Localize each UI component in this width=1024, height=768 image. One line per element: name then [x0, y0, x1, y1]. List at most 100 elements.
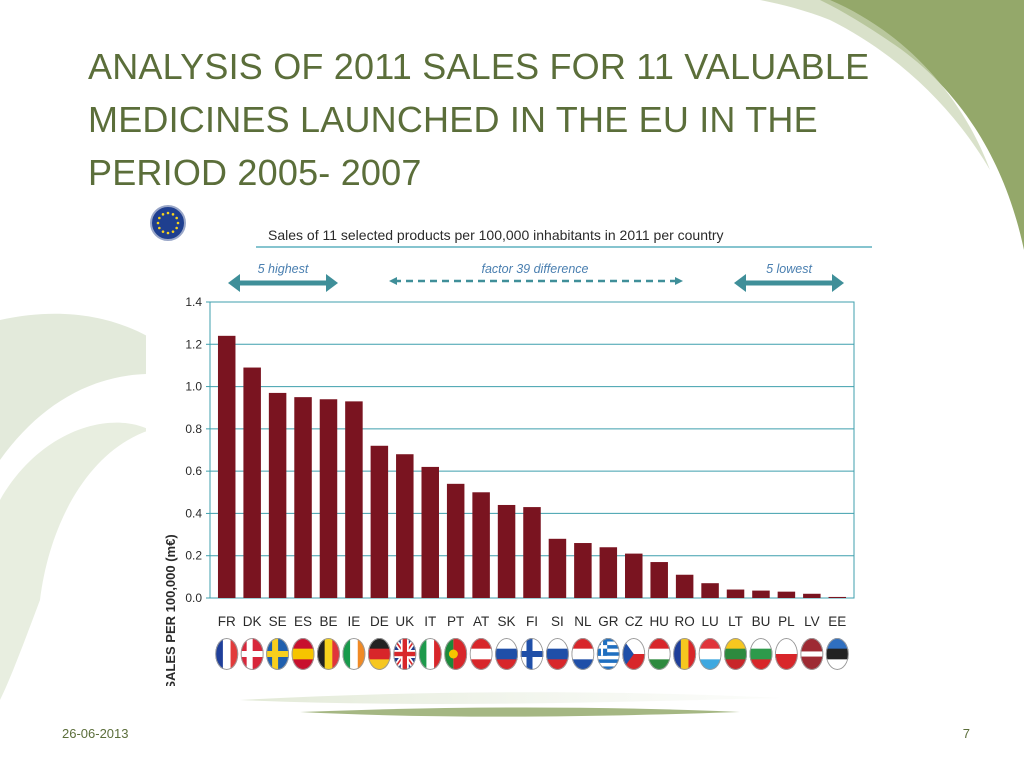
x-tick-label: CZ — [625, 614, 643, 629]
x-tick-label: SK — [498, 614, 516, 629]
bar-gr — [599, 547, 618, 598]
x-tick-label: FR — [218, 614, 236, 629]
bar-chart: Sales of 11 selected products per 100,00… — [150, 205, 872, 686]
y-axis-label: SALES PER 100,000 (m€) — [163, 534, 178, 686]
bar-de — [370, 445, 389, 598]
bar-lu — [701, 583, 719, 598]
bar-ro — [675, 574, 694, 598]
chart-figure: Sales of 11 selected products per 100,00… — [146, 196, 876, 686]
y-tick-label: 0.2 — [185, 549, 202, 563]
bar-ie — [345, 401, 363, 598]
top-right-green-swoosh — [820, 0, 1024, 250]
flag-fi-icon — [520, 638, 544, 670]
bar-at — [472, 492, 490, 598]
bar-lt — [726, 589, 745, 598]
x-tick-label: ES — [294, 614, 312, 629]
x-tick-label: NL — [574, 614, 592, 629]
bar-be — [319, 399, 338, 598]
eu-logo — [150, 205, 186, 241]
annotation-middle-label: factor 39 difference — [481, 262, 588, 276]
bar-dk — [243, 367, 261, 598]
x-tick-label: DE — [370, 614, 389, 629]
bar-bu — [752, 590, 770, 598]
flag-ie-icon — [342, 638, 366, 670]
flag-lv-icon — [800, 638, 824, 670]
bar-es — [294, 397, 312, 598]
bar-it — [421, 466, 439, 598]
x-tick-label: SI — [551, 614, 564, 629]
flag-lt-icon — [724, 638, 748, 670]
flag-hu-icon — [647, 638, 671, 670]
flag-si-icon — [545, 638, 569, 670]
flag-nl-icon — [571, 638, 595, 670]
bar-pl — [777, 591, 796, 598]
figure-caption: Sales of 11 selected products per 100,00… — [268, 227, 724, 243]
annotation-5-lowest: 5 lowest — [734, 262, 844, 292]
bar-lv — [803, 593, 821, 598]
footer-date: 26-06-2013 — [62, 726, 129, 741]
eu-star — [175, 226, 178, 230]
x-tick-label: FI — [526, 614, 538, 629]
x-tick-label: PL — [778, 614, 795, 629]
chart-bars — [217, 335, 847, 598]
x-tick-label: BE — [319, 614, 337, 629]
flag-cz-icon — [622, 638, 646, 670]
slide-title-line-3: PERIOD 2005- 2007 — [88, 152, 422, 193]
bar-uk — [396, 454, 414, 598]
x-tick-label: SE — [269, 614, 287, 629]
eu-star — [171, 230, 175, 233]
x-tick-label: DK — [243, 614, 262, 629]
x-tick-label: PT — [447, 614, 464, 629]
x-tick-label: HU — [649, 614, 669, 629]
y-tick-label: 1.4 — [185, 295, 202, 309]
bar-fi — [523, 507, 541, 598]
eu-star — [175, 216, 178, 220]
y-tick-label: 1.0 — [185, 380, 202, 394]
y-tick-label: 1.2 — [185, 337, 202, 351]
top-right-light-swoosh — [760, 0, 990, 170]
flag-ro-icon — [673, 638, 697, 670]
bar-sk — [497, 504, 516, 598]
x-tick-label: LU — [701, 614, 718, 629]
flag-ee-icon — [825, 638, 849, 670]
x-tick-label: LT — [728, 614, 743, 629]
flag-lu-icon — [698, 638, 722, 670]
eu-star — [166, 231, 170, 235]
annotation-5-highest: 5 highest — [228, 262, 338, 292]
bar-nl — [574, 543, 592, 598]
bar-si — [548, 538, 567, 598]
annotation-right-label: 5 lowest — [766, 262, 812, 276]
eu-star — [161, 230, 165, 233]
flag-sk-icon — [495, 638, 519, 670]
flag-pl-icon — [774, 638, 798, 670]
bottom-green-swoosh — [300, 707, 740, 717]
bar-hu — [650, 562, 668, 598]
flag-fr-icon — [215, 638, 239, 670]
flag-bu-icon — [749, 638, 773, 670]
x-tick-label: RO — [675, 614, 695, 629]
flag-it-icon — [418, 638, 442, 670]
x-tick-label: GR — [598, 614, 619, 629]
bottom-light-swoosh — [240, 692, 780, 704]
bar-fr — [217, 335, 236, 598]
x-tick-label: BU — [752, 614, 771, 629]
annotation-left-label: 5 highest — [258, 262, 309, 276]
x-tick-label: IE — [348, 614, 361, 629]
flag-at-icon — [469, 638, 493, 670]
y-tick-label: 0.6 — [185, 464, 202, 478]
eu-star — [171, 213, 175, 216]
bar-pt — [446, 483, 465, 598]
eu-star — [161, 213, 165, 216]
x-tick-label: IT — [424, 614, 436, 629]
country-flags — [215, 638, 849, 670]
left-lower-swoosh — [0, 422, 150, 700]
eu-star — [176, 221, 180, 225]
eu-star — [156, 221, 160, 225]
bar-ee — [828, 596, 847, 598]
x-tick-label: LV — [804, 614, 820, 629]
bar-cz — [625, 553, 643, 598]
bar-se — [268, 392, 287, 598]
y-tick-label: 0.0 — [185, 591, 202, 605]
flag-uk-icon — [393, 638, 417, 670]
annotation-factor-difference: factor 39 difference — [389, 262, 683, 285]
